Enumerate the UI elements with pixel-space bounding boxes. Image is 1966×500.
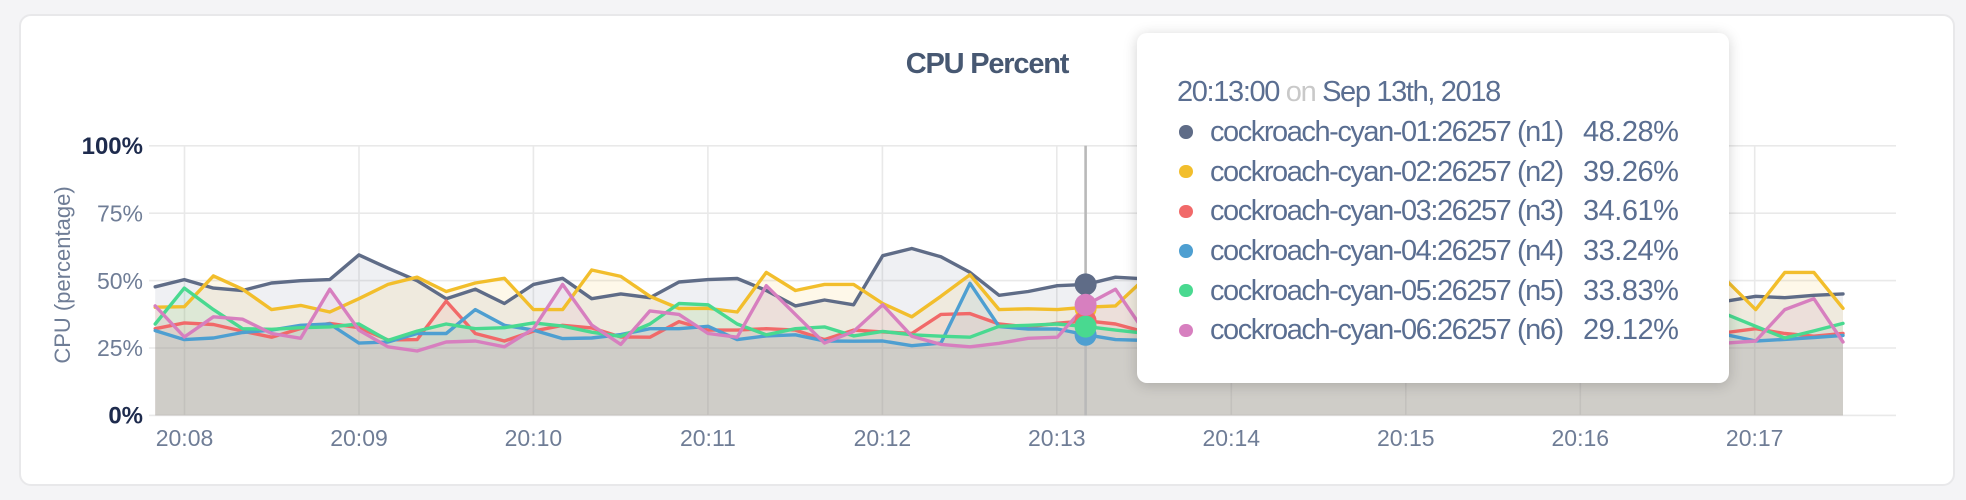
svg-text:20:11: 20:11	[680, 425, 736, 451]
svg-text:20:16: 20:16	[1552, 425, 1610, 451]
svg-text:20:17: 20:17	[1726, 425, 1784, 451]
svg-text:20:10: 20:10	[505, 425, 563, 451]
svg-text:20:12: 20:12	[854, 425, 912, 451]
svg-text:CPU (percentage): CPU (percentage)	[50, 186, 75, 363]
svg-text:25%: 25%	[97, 335, 143, 361]
svg-text:20:13: 20:13	[1028, 425, 1086, 451]
svg-text:0%: 0%	[108, 403, 143, 430]
svg-text:20:14: 20:14	[1203, 425, 1261, 451]
svg-text:20:08: 20:08	[156, 425, 214, 451]
svg-text:100%: 100%	[82, 133, 143, 160]
svg-text:20:09: 20:09	[330, 425, 388, 451]
svg-text:50%: 50%	[97, 268, 143, 294]
svg-text:20:15: 20:15	[1377, 425, 1435, 451]
svg-text:75%: 75%	[97, 200, 143, 226]
